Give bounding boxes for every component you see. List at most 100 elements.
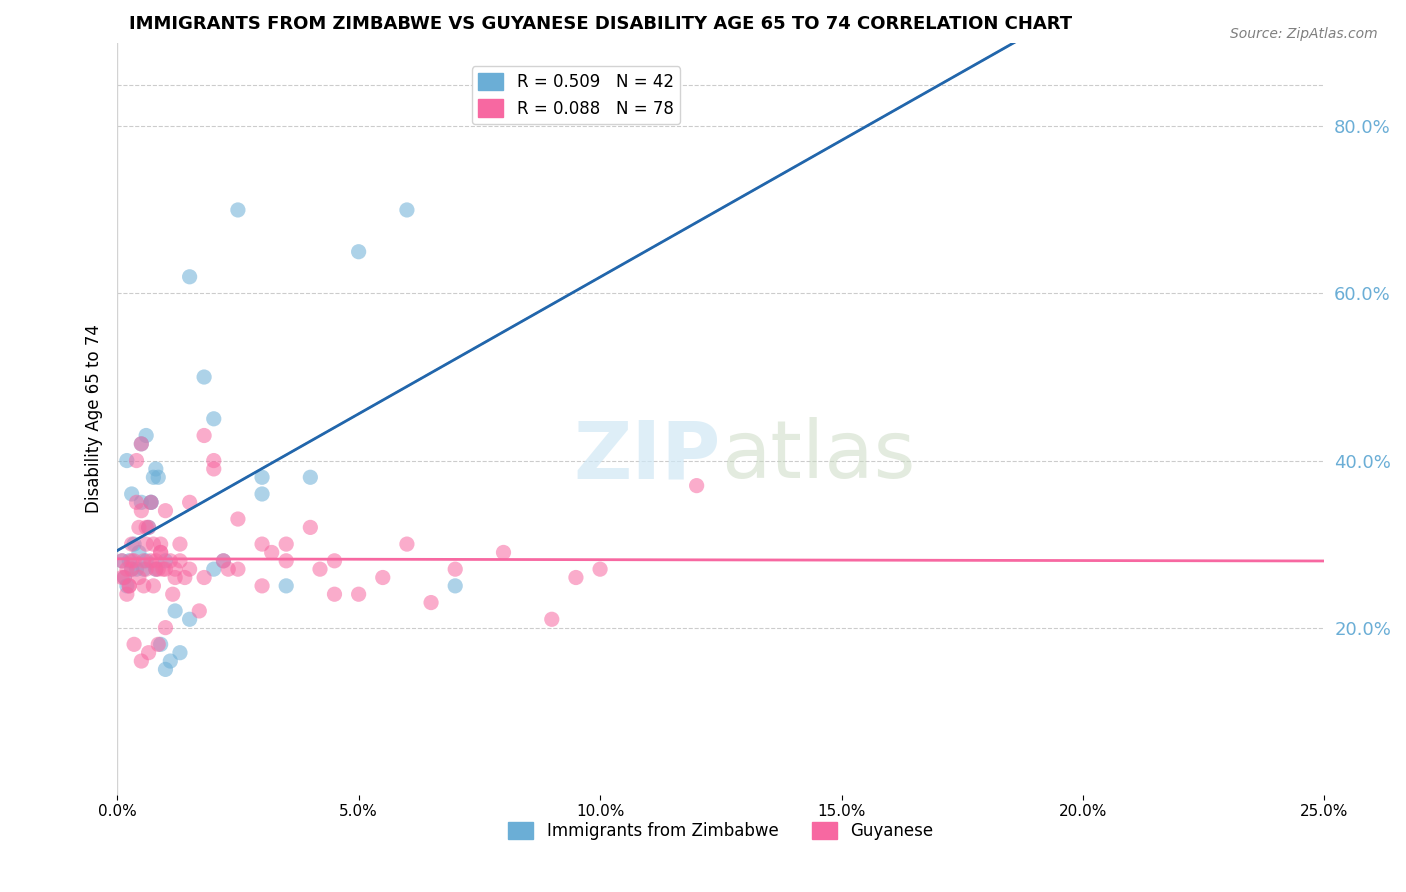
Point — [250, 537, 273, 551]
Text: atlas: atlas — [721, 417, 915, 495]
Point — [179, 269, 201, 284]
Point — [309, 562, 332, 576]
Point — [115, 562, 138, 576]
Point — [138, 646, 160, 660]
Point — [122, 554, 145, 568]
Point — [420, 596, 443, 610]
Point — [155, 504, 177, 518]
Point — [121, 562, 143, 576]
Point — [276, 554, 298, 568]
Point — [138, 520, 160, 534]
Point — [202, 412, 225, 426]
Point — [169, 554, 191, 568]
Point — [145, 562, 167, 576]
Point — [540, 612, 562, 626]
Point — [145, 562, 167, 576]
Point — [179, 495, 201, 509]
Point — [115, 579, 138, 593]
Point — [395, 202, 418, 217]
Point — [155, 562, 177, 576]
Point — [212, 554, 235, 568]
Point — [250, 579, 273, 593]
Point — [193, 570, 215, 584]
Point — [165, 570, 187, 584]
Point — [159, 554, 181, 568]
Point — [179, 562, 201, 576]
Point — [114, 570, 136, 584]
Point — [492, 545, 515, 559]
Point — [115, 587, 138, 601]
Point — [565, 570, 588, 584]
Point — [193, 428, 215, 442]
Point — [148, 470, 170, 484]
Point — [226, 202, 249, 217]
Point — [149, 637, 172, 651]
Point — [145, 462, 167, 476]
Point — [444, 579, 467, 593]
Point — [142, 470, 165, 484]
Point — [121, 562, 143, 576]
Point — [145, 554, 167, 568]
Point — [299, 470, 322, 484]
Point — [155, 621, 177, 635]
Point — [149, 537, 172, 551]
Point — [128, 520, 150, 534]
Point — [122, 537, 145, 551]
Point — [135, 428, 157, 442]
Point — [347, 244, 370, 259]
Point — [125, 562, 148, 576]
Point — [128, 570, 150, 584]
Y-axis label: Disability Age 65 to 74: Disability Age 65 to 74 — [86, 325, 103, 513]
Point — [121, 487, 143, 501]
Point — [169, 537, 191, 551]
Point — [323, 554, 346, 568]
Point — [217, 562, 239, 576]
Point — [135, 562, 157, 576]
Point — [139, 495, 162, 509]
Point — [685, 478, 707, 492]
Point — [135, 520, 157, 534]
Point — [132, 562, 155, 576]
Point — [188, 604, 211, 618]
Point — [444, 562, 467, 576]
Point — [115, 453, 138, 467]
Point — [139, 495, 162, 509]
Point — [131, 495, 153, 509]
Text: ZIP: ZIP — [574, 417, 721, 495]
Point — [347, 587, 370, 601]
Point — [118, 579, 141, 593]
Point — [148, 637, 170, 651]
Point — [138, 520, 160, 534]
Point — [202, 462, 225, 476]
Point — [250, 470, 273, 484]
Point — [142, 537, 165, 551]
Point — [165, 562, 187, 576]
Point — [132, 579, 155, 593]
Point — [135, 554, 157, 568]
Point — [152, 562, 174, 576]
Point — [121, 554, 143, 568]
Point — [139, 495, 162, 509]
Point — [118, 579, 141, 593]
Point — [202, 562, 225, 576]
Point — [250, 487, 273, 501]
Point — [149, 545, 172, 559]
Point — [131, 437, 153, 451]
Point — [125, 453, 148, 467]
Point — [212, 554, 235, 568]
Point — [149, 545, 172, 559]
Point — [132, 554, 155, 568]
Text: IMMIGRANTS FROM ZIMBABWE VS GUYANESE DISABILITY AGE 65 TO 74 CORRELATION CHART: IMMIGRANTS FROM ZIMBABWE VS GUYANESE DIS… — [129, 15, 1073, 33]
Point — [125, 495, 148, 509]
Point — [193, 370, 215, 384]
Point — [276, 579, 298, 593]
Point — [135, 537, 157, 551]
Legend: Immigrants from Zimbabwe, Guyanese: Immigrants from Zimbabwe, Guyanese — [502, 815, 939, 847]
Point — [111, 554, 134, 568]
Point — [173, 570, 195, 584]
Point — [114, 570, 136, 584]
Point — [131, 504, 153, 518]
Point — [155, 554, 177, 568]
Point — [155, 662, 177, 676]
Point — [128, 545, 150, 559]
